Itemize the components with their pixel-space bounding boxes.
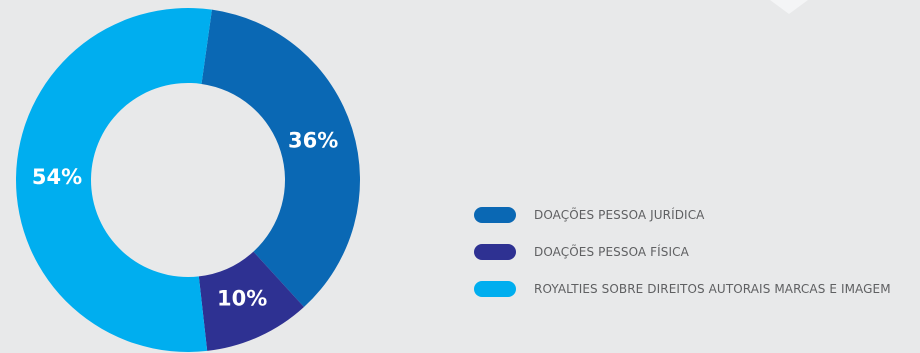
chart-legend: DOAÇÕES PESSOA JURÍDICA DOAÇÕES PESSOA F… <box>474 206 891 317</box>
slice-label-pessoa-juridica: 36% <box>288 128 338 152</box>
legend-label-pessoa-juridica: DOAÇÕES PESSOA JURÍDICA <box>534 208 705 222</box>
legend-swatch-royalties <box>474 281 516 297</box>
legend-item-pessoa-juridica: DOAÇÕES PESSOA JURÍDICA <box>474 206 891 224</box>
donut-slice-pessoa-juridica <box>201 9 360 308</box>
legend-label-royalties: ROYALTIES SOBRE DIREITOS AUTORAIS MARCAS… <box>534 282 891 296</box>
legend-swatch-pessoa-fisica <box>474 244 516 260</box>
donut-slice-royalties <box>15 7 212 353</box>
legend-item-royalties: ROYALTIES SOBRE DIREITOS AUTORAIS MARCAS… <box>474 280 891 298</box>
legend-item-pessoa-fisica: DOAÇÕES PESSOA FÍSICA <box>474 243 891 261</box>
donut-slice-pessoa-fisica <box>198 251 304 351</box>
slice-label-pessoa-fisica: 10% <box>217 286 267 310</box>
legend-label-pessoa-fisica: DOAÇÕES PESSOA FÍSICA <box>534 245 689 259</box>
legend-swatch-pessoa-juridica <box>474 207 516 223</box>
slice-label-royalties: 54% <box>32 165 82 189</box>
donut-chart: 36% 10% 54% <box>15 7 360 353</box>
